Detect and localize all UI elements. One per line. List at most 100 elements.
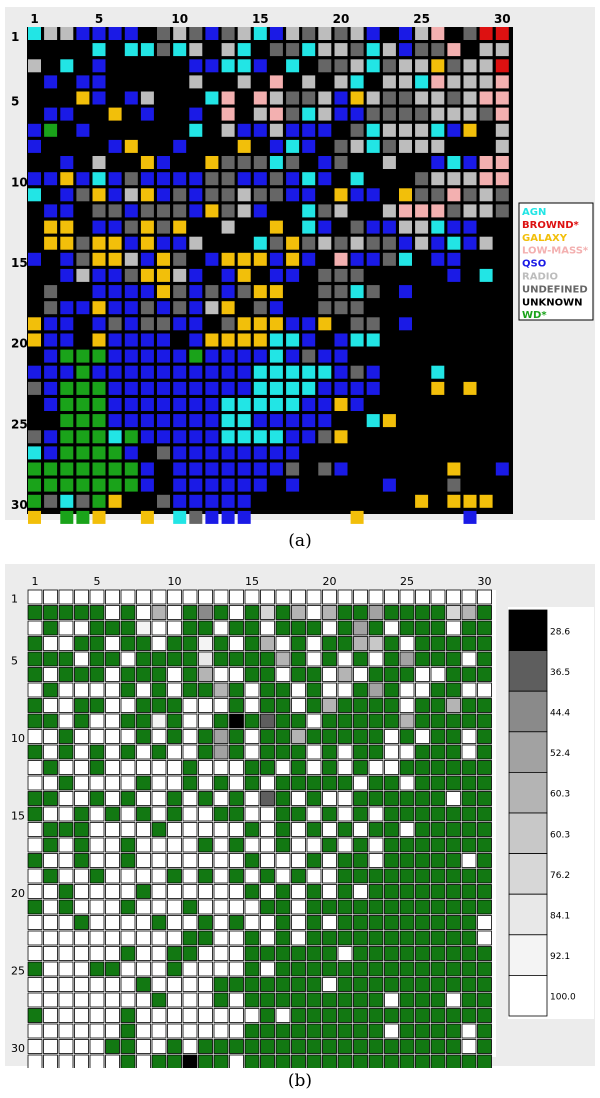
heatmap-cell [260, 791, 275, 806]
heatmap-cell [260, 992, 275, 1008]
heatmap-cell [105, 930, 120, 946]
heatmap-cell [27, 961, 43, 977]
heatmap-cell [430, 822, 446, 837]
heatmap-cell [60, 381, 74, 395]
heatmap-cell [60, 301, 74, 315]
heatmap-cell [221, 301, 235, 315]
heatmap-cell [89, 651, 105, 667]
heatmap-cell [76, 462, 90, 476]
heatmap-cell [446, 636, 461, 651]
heatmap-cell [322, 977, 337, 992]
heatmap-cell [244, 1008, 260, 1023]
heatmap-cell [173, 478, 187, 492]
heatmap-cell [229, 636, 244, 651]
heatmap-cell [108, 268, 122, 282]
heatmap-cell [244, 667, 260, 682]
heatmap-cell [415, 494, 429, 508]
heatmap-cell [318, 301, 332, 315]
heatmap-cell [253, 333, 267, 347]
heatmap-cell [275, 791, 291, 806]
heatmap-cell [286, 188, 300, 202]
heatmap-cell [140, 91, 154, 105]
heatmap-cell [366, 107, 380, 121]
heatmap-cell [260, 946, 275, 961]
heatmap-cell [182, 744, 198, 760]
heatmap-cell [27, 930, 43, 946]
heatmap-cell [477, 992, 492, 1008]
heatmap-cell [213, 899, 229, 915]
heatmap-cell [350, 252, 364, 266]
heatmap-cell [124, 91, 138, 105]
heatmap-cell [302, 139, 316, 153]
heatmap-cell [198, 760, 213, 775]
heatmap-cell [350, 365, 364, 379]
heatmap-cell [260, 884, 275, 899]
heatmap-cell [430, 961, 446, 977]
heatmap-cell [92, 462, 106, 476]
heatmap-cell [461, 744, 477, 760]
heatmap-cell [105, 806, 120, 822]
heatmap-cell [415, 667, 430, 682]
heatmap-cell [463, 188, 477, 202]
heatmap-cell [76, 236, 90, 250]
heatmap-cell [58, 884, 74, 899]
heatmap-cell [350, 381, 364, 395]
heatmap-cell [89, 760, 105, 775]
heatmap-cell [306, 837, 322, 853]
heatmap-cell [337, 760, 353, 775]
heatmap-cell [167, 729, 182, 744]
heatmap-cell [60, 188, 74, 202]
heatmap-cell [446, 1054, 461, 1068]
heatmap-cell [430, 868, 446, 884]
heatmap-cell [353, 946, 368, 961]
heatmap-cell [275, 729, 291, 744]
heatmap-cell [221, 91, 235, 105]
heatmap-cell [151, 775, 167, 791]
heatmap-cell [136, 775, 151, 791]
heatmap-cell [430, 915, 446, 930]
heatmap-cell [334, 236, 348, 250]
heatmap-cell [477, 760, 492, 775]
heatmap-cell [306, 1023, 322, 1039]
heatmap-cell [221, 381, 235, 395]
heatmap-cell [105, 1023, 120, 1039]
heatmap-cell [58, 760, 74, 775]
heatmap-cell [291, 977, 306, 992]
heatmap-cell [76, 478, 90, 492]
heatmap-cell [92, 204, 106, 218]
legend-swatch [508, 609, 548, 651]
heatmap-cell [353, 605, 368, 620]
heatmap-cell [477, 698, 492, 713]
heatmap-cell [477, 651, 492, 667]
heatmap-cell [291, 961, 306, 977]
heatmap-cell [447, 252, 461, 266]
heatmap-cell [384, 667, 399, 682]
heatmap-cell [221, 317, 235, 331]
heatmap-cell [353, 992, 368, 1008]
x-tick-label: 5 [94, 575, 101, 588]
heatmap-cell [151, 806, 167, 822]
heatmap-cell [76, 398, 90, 411]
heatmap-cell [286, 107, 300, 121]
heatmap-cell [260, 682, 275, 698]
heatmap-cell [286, 414, 300, 428]
heatmap-cell [461, 899, 477, 915]
heatmap-cell [76, 27, 90, 40]
heatmap-cell [477, 868, 492, 884]
heatmap-cell [322, 698, 337, 713]
heatmap-cell [461, 853, 477, 868]
heatmap-cell [105, 822, 120, 837]
heatmap-cell [89, 636, 105, 651]
heatmap-cell [382, 43, 396, 57]
heatmap-cell [368, 853, 384, 868]
heatmap-cell [136, 1054, 151, 1068]
heatmap-cell [167, 837, 182, 853]
heatmap-cell [306, 682, 322, 698]
heatmap-cell [306, 868, 322, 884]
heatmap-cell [182, 946, 198, 961]
heatmap-cell [260, 636, 275, 651]
heatmap-cell [120, 868, 136, 884]
x-tick-label: 5 [95, 12, 103, 26]
heatmap-cell [384, 1008, 399, 1023]
heatmap-cell [44, 107, 58, 121]
